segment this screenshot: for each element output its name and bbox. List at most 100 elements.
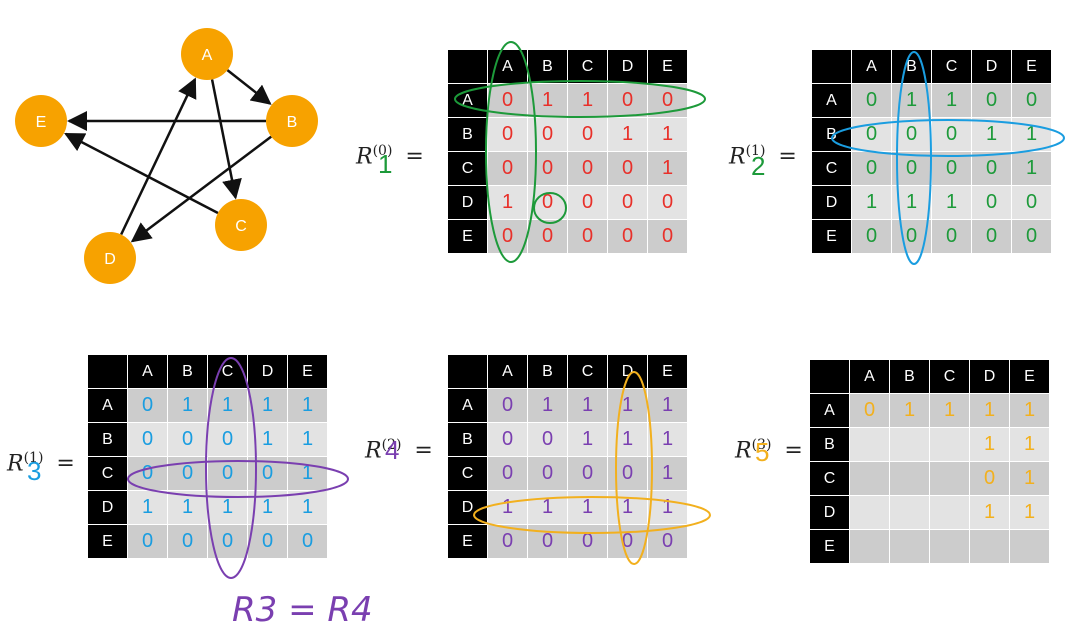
- matrix-cell: 0: [607, 83, 648, 118]
- matrix-cell: 0: [487, 151, 528, 186]
- matrix-cell: 1: [567, 388, 608, 423]
- matrix-cell: 1: [1009, 393, 1050, 428]
- matrix-cell: 1: [969, 427, 1010, 462]
- matrix-cell: 1: [287, 456, 328, 491]
- node-d: [84, 232, 136, 284]
- matrix-cell: 1: [931, 83, 972, 118]
- row-header-b: B: [811, 117, 852, 152]
- matrix-cell: 0: [607, 185, 648, 220]
- matrix-cell: 1: [929, 393, 970, 428]
- column-header-d: D: [969, 359, 1010, 394]
- column-header-d: D: [607, 49, 648, 84]
- matrix-cell: 1: [287, 388, 328, 423]
- matrix-cell: 1: [851, 185, 892, 220]
- equation-label-m4: R(3) 5 =: [735, 437, 803, 467]
- matrix-cell: 0: [969, 461, 1010, 496]
- matrix-cell: [929, 495, 970, 530]
- matrix-cell: 1: [647, 151, 688, 186]
- matrix-cell: 1: [891, 83, 932, 118]
- matrix-cell: 1: [647, 490, 688, 525]
- matrix-cell: 0: [127, 524, 168, 559]
- node-a: [181, 28, 233, 80]
- matrix-cell: 0: [851, 83, 892, 118]
- matrix-cell: 0: [487, 219, 528, 254]
- matrix-cell: 1: [647, 117, 688, 152]
- equation-label-m3: R(2) 4 =: [365, 435, 433, 465]
- column-header-a: A: [487, 49, 528, 84]
- matrix-cell: 0: [1011, 83, 1052, 118]
- matrix-cell: 1: [1011, 117, 1052, 152]
- column-header-c: C: [567, 354, 608, 389]
- row-header-d: D: [447, 185, 488, 220]
- row-header-e: E: [809, 529, 850, 564]
- matrix-cell: 1: [1009, 495, 1050, 530]
- matrix-cell: 1: [1011, 151, 1052, 186]
- matrix-cell: 0: [567, 185, 608, 220]
- column-header-a: A: [127, 354, 168, 389]
- row-header-d: D: [447, 490, 488, 525]
- matrix-cell: 1: [889, 393, 930, 428]
- matrix-cell: 0: [971, 151, 1012, 186]
- node-label-c: C: [235, 218, 247, 235]
- node-c: [215, 199, 267, 251]
- matrix-cell: 1: [287, 490, 328, 525]
- matrix-cell: 0: [167, 422, 208, 457]
- column-header-e: E: [647, 49, 688, 84]
- step-index-m2: 3: [27, 456, 42, 486]
- matrix-cell: 0: [891, 151, 932, 186]
- matrix-cell: 1: [207, 490, 248, 525]
- matrix-cell: 1: [567, 490, 608, 525]
- row-header-b: B: [809, 427, 850, 462]
- row-header-d: D: [87, 490, 128, 525]
- row-header-d: D: [811, 185, 852, 220]
- matrix-cell: 0: [931, 117, 972, 152]
- matrix-cell: 0: [647, 83, 688, 118]
- matrix-cell: 0: [849, 393, 890, 428]
- matrix-cell: 0: [207, 524, 248, 559]
- matrix-cell: 0: [247, 524, 288, 559]
- matrix-cell: [929, 427, 970, 462]
- matrix-cell: [1009, 529, 1050, 564]
- column-header-e: E: [1009, 359, 1050, 394]
- matrix-row: E: [809, 529, 1050, 564]
- handwritten-note: R3 = R4: [232, 590, 373, 630]
- column-header-b: B: [527, 354, 568, 389]
- matrix-cell: 0: [527, 185, 568, 220]
- edge-d-a: [120, 77, 197, 236]
- row-header-a: A: [811, 83, 852, 118]
- column-header-e: E: [647, 354, 688, 389]
- matrix-cell: 1: [969, 495, 1010, 530]
- row-header-c: C: [809, 461, 850, 496]
- matrix-cell: 0: [167, 456, 208, 491]
- matrix-cell: 1: [167, 388, 208, 423]
- step-index-m4: 5: [755, 437, 770, 467]
- column-header-a: A: [849, 359, 890, 394]
- row-header-c: C: [87, 456, 128, 491]
- matrix-cell: 0: [931, 219, 972, 254]
- matrix-corner: [809, 359, 850, 394]
- column-header-b: B: [167, 354, 208, 389]
- row-header-e: E: [447, 524, 488, 559]
- matrix-cell: [929, 461, 970, 496]
- row-header-e: E: [447, 219, 488, 254]
- matrix-cell: 0: [527, 422, 568, 457]
- node-label-d: D: [104, 251, 116, 268]
- matrix-cell: 1: [891, 185, 932, 220]
- matrix-cell: [889, 427, 930, 462]
- matrix-cell: 1: [647, 456, 688, 491]
- row-header-b: B: [447, 117, 488, 152]
- matrix-cell: 1: [527, 490, 568, 525]
- row-header-a: A: [87, 388, 128, 423]
- step-index-m3: 4: [385, 435, 400, 465]
- column-header-b: B: [891, 49, 932, 84]
- row-header-c: C: [811, 151, 852, 186]
